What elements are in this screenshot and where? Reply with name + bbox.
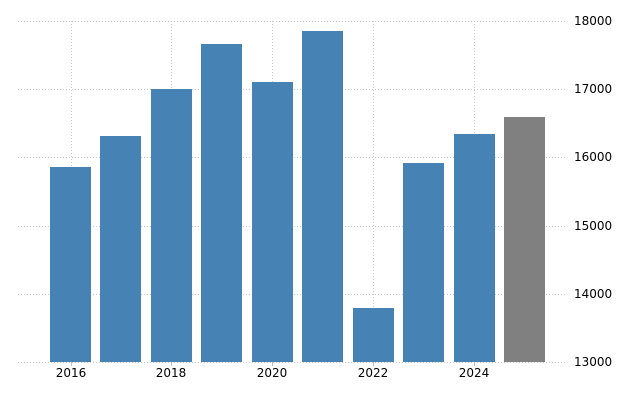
y-axis-tick-label: 17000 <box>574 82 613 96</box>
gridline-horizontal <box>18 362 565 363</box>
bar-2023[interactable] <box>403 163 444 362</box>
y-axis-tick-label: 13000 <box>574 355 613 369</box>
bar-2017[interactable] <box>100 136 141 362</box>
bar-2018[interactable] <box>151 89 192 362</box>
bar-2020[interactable] <box>252 82 293 362</box>
x-axis-tick-mark <box>373 362 374 366</box>
bar-2025[interactable] <box>504 117 545 362</box>
x-axis-tick-label: 2016 <box>55 366 87 380</box>
x-axis-tick-mark <box>171 362 172 366</box>
gridline-vertical <box>373 21 374 362</box>
y-axis-tick-label: 18000 <box>574 14 613 28</box>
x-axis-tick-mark <box>272 362 273 366</box>
x-axis-tick-label: 2020 <box>256 366 288 380</box>
bar-2021[interactable] <box>302 31 343 362</box>
x-axis-tick-mark <box>474 362 475 366</box>
x-axis-tick-label: 2022 <box>357 366 389 380</box>
y-axis-tick-label: 14000 <box>574 287 613 301</box>
bar-2024[interactable] <box>454 134 495 362</box>
x-axis-tick-mark <box>71 362 72 366</box>
bar-2019[interactable] <box>201 44 242 362</box>
bar-2016[interactable] <box>50 167 91 362</box>
x-axis-tick-label: 2018 <box>155 366 187 380</box>
y-axis-tick-label: 15000 <box>574 219 613 233</box>
bar-2022[interactable] <box>353 308 394 362</box>
x-axis-tick-label: 2024 <box>458 366 490 380</box>
y-axis-tick-label: 16000 <box>574 150 613 164</box>
gridline-horizontal <box>18 21 565 22</box>
